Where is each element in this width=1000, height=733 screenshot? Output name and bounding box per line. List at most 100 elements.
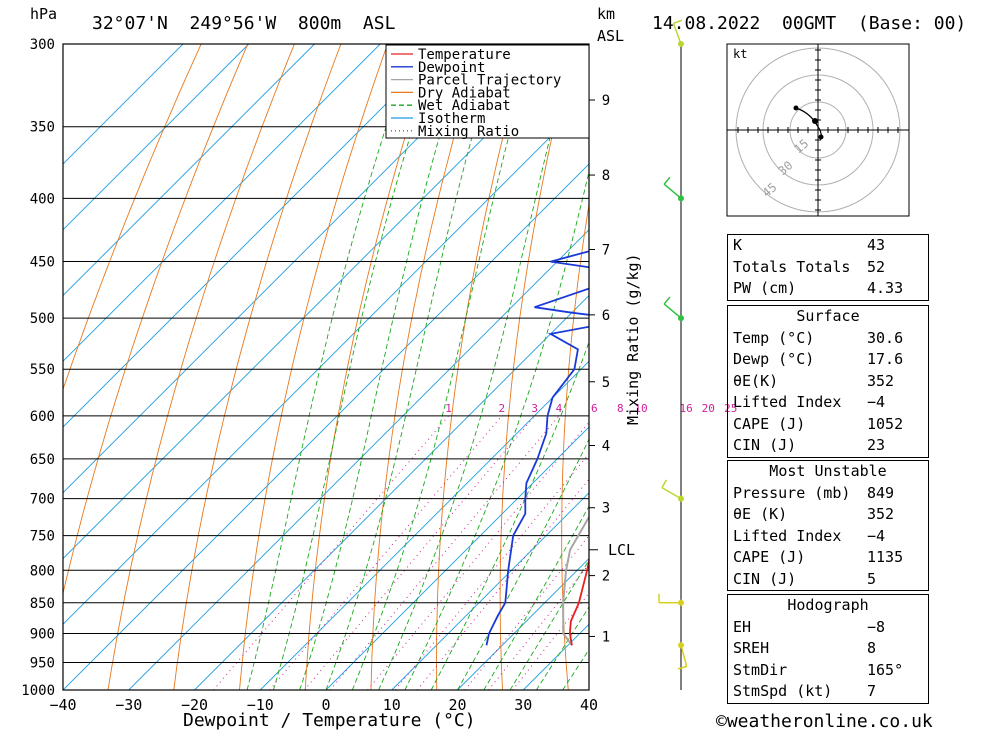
mu-index-row: CAPE (J) 1135: [728, 547, 928, 569]
wet-adiabat-line: [299, 44, 468, 690]
km-tick-label: 4: [602, 438, 610, 454]
mu-index-row: θE (K) 352: [728, 504, 928, 526]
legend-entry-label: Dry Adiabat: [418, 85, 511, 101]
hodograph-point: [818, 134, 824, 140]
isotherm-line: [63, 44, 578, 560]
isotherm-line: [63, 97, 589, 625]
general-index-label: Totals Totals: [733, 257, 851, 276]
isotherm-line: [63, 44, 184, 165]
pressure-tick-label: 300: [30, 37, 55, 53]
km-label: km: [597, 5, 616, 23]
pressure-tick-label: 450: [30, 255, 55, 271]
wind-barb: [663, 183, 682, 199]
pressure-tick-label: 850: [30, 596, 55, 612]
wet-adiabat-line: [246, 44, 414, 690]
surface-index-row: Temp (°C) 30.6: [728, 328, 928, 350]
indices-general-panel: K 43 Totals Totals 52 PW (cm) 4.33: [727, 234, 929, 301]
x-tick-label: 30: [514, 696, 532, 714]
legend-box: [385, 44, 590, 139]
copyright: ©weatheronline.co.uk: [716, 711, 933, 732]
dry-adiabat-line: [561, 201, 589, 690]
x-tick-label: 20: [448, 696, 466, 714]
surface-index-value: 17.6: [867, 350, 904, 368]
hodo-index-value: 8: [867, 639, 877, 657]
isotherm-line: [259, 360, 589, 690]
hodo-index-row: SREH 8: [728, 638, 928, 660]
surface-index-value: 1052: [867, 414, 904, 433]
legend-entry-label: Parcel Trajectory: [418, 73, 561, 89]
dry-adiabat-line: [173, 44, 342, 690]
wet-adiabat-line: [404, 170, 589, 690]
km-tick-label: 2: [602, 569, 610, 585]
mixing-ratio-line: [329, 415, 560, 690]
isotherm-line: [63, 44, 381, 362]
pressure-tick-label: 500: [30, 311, 55, 327]
wind-barb-flag: [661, 479, 668, 488]
dry-adiabat-line: [239, 44, 388, 690]
general-index-row: PW (cm) 4.33: [728, 278, 928, 300]
x-tick-label: −10: [247, 696, 274, 714]
legend-entry-label: Mixing Ratio: [418, 124, 519, 140]
mixing-ratio-label: 1: [445, 402, 452, 415]
surface-index-row: Lifted Index −4: [728, 392, 928, 414]
km-tick-label: 5: [602, 375, 610, 391]
hodo-index-label: StmDir: [733, 660, 788, 679]
general-index-row: K 43: [728, 235, 928, 257]
mixing-ratio-label: 6: [591, 402, 598, 415]
mu-index-value: 849: [867, 483, 895, 502]
km-tick-label: 7: [602, 242, 610, 258]
wind-barb: [680, 645, 688, 667]
mu-index-value: 1135: [867, 548, 904, 566]
surface-index-value: 30.6: [867, 328, 904, 347]
wind-barb-flag: [663, 176, 671, 185]
hodograph-point: [793, 105, 799, 111]
general-index-value: 4.33: [867, 279, 904, 297]
isotherm-line: [325, 426, 589, 690]
x-tick-label: −40: [49, 696, 76, 714]
dry-adiabat-line: [992, 44, 1000, 690]
km-tick-label: 1: [602, 629, 610, 645]
mu-index-row: Pressure (mb) 849: [728, 483, 928, 505]
mixing-ratio-line: [488, 563, 589, 690]
hodograph-title: Hodograph: [787, 596, 869, 614]
hodograph-unit-label: kt: [733, 47, 747, 61]
pressure-tick-label: 350: [30, 120, 55, 136]
km-tick-label: 9: [602, 93, 610, 109]
surface-index-row: Dewp (°C) 17.6: [728, 349, 928, 371]
mixing-ratio-line: [269, 415, 503, 690]
dry-adiabat-line: [63, 44, 202, 391]
isotherm-line: [63, 44, 447, 428]
mu-index-row: Lifted Index −4: [728, 526, 928, 548]
hodo-index-label: SREH: [733, 639, 770, 657]
mu-index-label: Lifted Index: [733, 526, 842, 545]
wet-adiabat-line: [272, 44, 440, 690]
mixing-ratio-label: 20: [702, 402, 715, 415]
hodo-index-value: 7: [867, 682, 877, 700]
location-title: 32°07'N 249°56'W 800m ASL: [92, 13, 396, 34]
mixing-ratio-label: 8: [617, 402, 624, 415]
x-tick-label: 0: [321, 696, 330, 714]
surface-index-label: Temp (°C): [733, 328, 815, 347]
wind-barb: [672, 23, 682, 45]
legend-entry-label: Isotherm: [418, 111, 485, 127]
surface-index-value: 23: [867, 436, 886, 454]
mu-index-value: −4: [867, 526, 886, 545]
pressure-tick-label: 900: [30, 626, 55, 642]
dry-adiabat-line: [944, 44, 1000, 690]
hodo-index-label: EH: [733, 617, 752, 636]
surface-index-label: CIN (J): [733, 436, 797, 454]
pressure-tick-label: 800: [30, 563, 55, 579]
wind-barb-flag: [677, 665, 687, 670]
hodo-index-row: StmSpd (kt) 7: [728, 681, 928, 703]
general-index-label: K: [733, 236, 743, 254]
mu-index-label: Pressure (mb): [733, 483, 851, 502]
pressure-tick-label: 550: [30, 362, 55, 378]
km-tick-label: 3: [602, 501, 610, 517]
mixing-ratio-label: 4: [556, 402, 563, 415]
general-index-label: PW (cm): [733, 279, 797, 297]
hodograph-point: [812, 118, 818, 124]
legend-entry-label: Wet Adiabat: [418, 98, 511, 114]
surface-index-label: CAPE (J): [733, 414, 806, 433]
mu-index-label: CIN (J): [733, 569, 797, 588]
indices-surface-panel: Surface Temp (°C) 30.6 Dewp (°C) 17.6 θE(K) 3…: [727, 305, 929, 458]
